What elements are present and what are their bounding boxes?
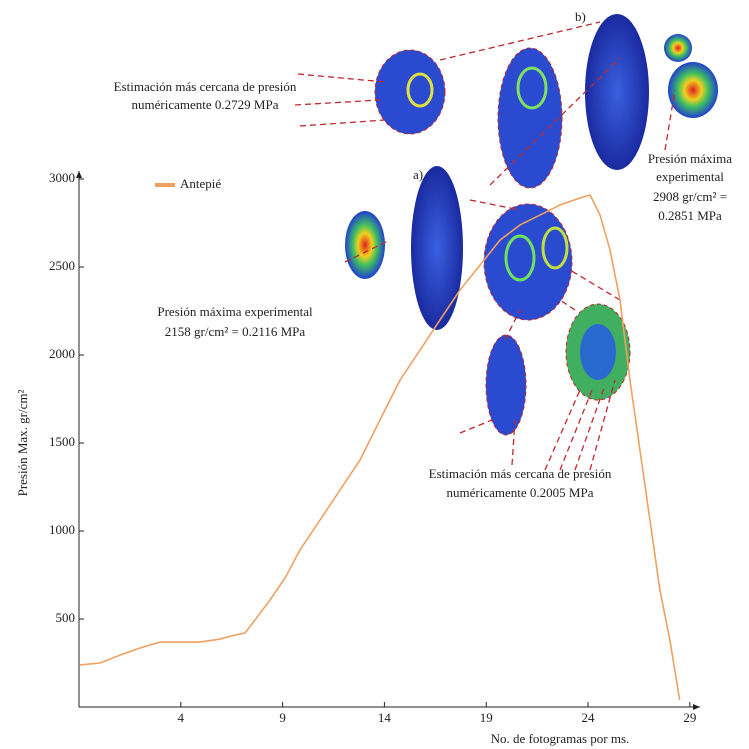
x-tick-label: 14 [378,710,392,725]
axis-arrow [76,171,700,710]
x-tick-label: 4 [178,710,185,725]
legend-label: Antepié [180,176,221,191]
x-tick-label: 24 [582,710,596,725]
annotation: numéricamente 0.2729 MPa [132,97,279,112]
x-tick-label: 29 [683,710,696,725]
annotation: Presión máxima experimental [157,304,313,319]
annotation: experimental [656,169,724,184]
y-tick-label: 1500 [49,434,75,449]
annotation: 2158 gr/cm² = 0.2116 MPa [165,324,306,339]
x-tick-label: 19 [480,710,493,725]
annotation: Presión máxima [648,151,732,166]
y-tick-label: 1000 [49,522,75,537]
annotation: 0.2851 MPa [658,208,722,223]
x-tick-label: 9 [279,710,286,725]
foot-images [294,14,718,471]
x-axis-title: No. de fotogramas por ms. [491,731,630,746]
annotation: 2908 gr/cm² = [653,189,727,204]
annotation: b) [575,9,586,24]
y-axis-title: Presión Max. gr/cm² [15,390,30,497]
annotation: numéricamente 0.2005 MPa [447,485,594,500]
annotation: a) [413,167,423,182]
y-tick-label: 3000 [49,170,75,185]
y-tick-label: 2000 [49,346,75,361]
line [79,194,681,701]
annotation: Estimación más cercana de presión [429,466,612,481]
y-tick-label: 500 [56,610,76,625]
annotation: Estimación más cercana de presión [114,79,297,94]
y-tick-label: 2500 [49,258,75,273]
